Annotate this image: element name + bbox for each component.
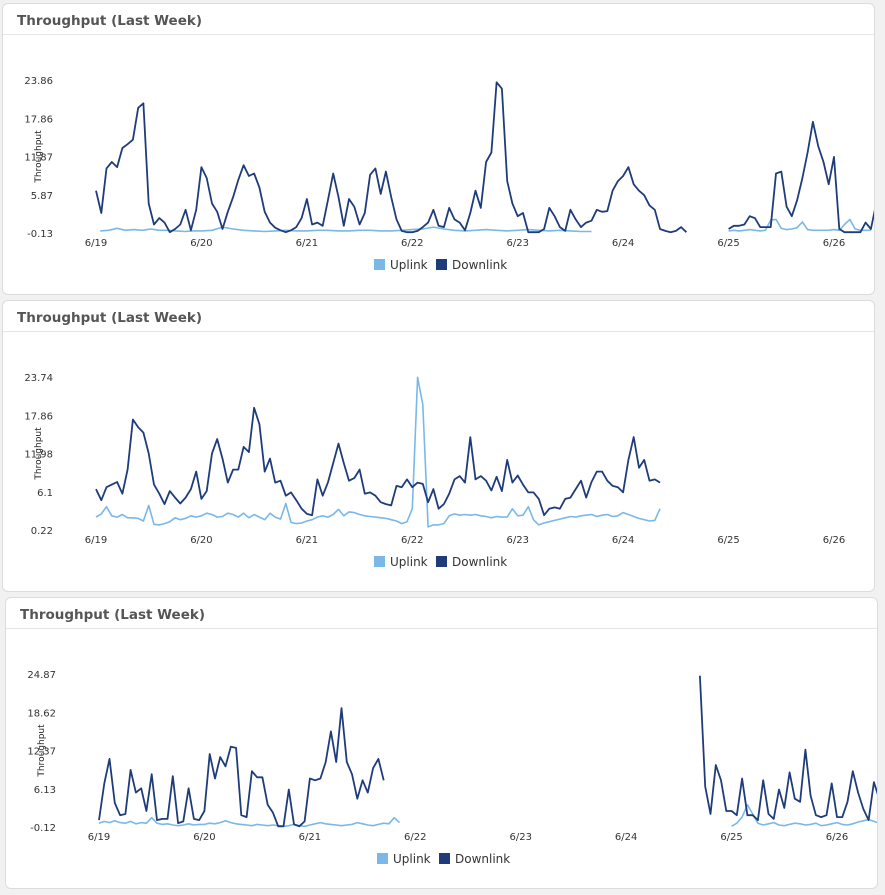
series-line-uplink: [731, 804, 877, 827]
legend-swatch-uplink: [374, 259, 385, 270]
throughput-chart-1: Throughput 23.86 17.86 11.87 5.87 -0.13 6/19 6/…: [24, 76, 874, 272]
legend-label-downlink[interactable]: Downlink: [452, 555, 507, 569]
legend-swatch-downlink: [439, 853, 450, 864]
series-line-downlink: [95, 81, 688, 234]
y-tick-label: 18.62: [27, 708, 56, 719]
y-tick-label: 23.86: [24, 76, 53, 87]
x-tick-label: 6/19: [85, 238, 107, 249]
legend-label-downlink[interactable]: Downlink: [455, 852, 510, 866]
legend-label-uplink[interactable]: Uplink: [390, 555, 428, 569]
x-tick-label: 6/22: [401, 535, 423, 546]
x-tick-label: 6/24: [612, 535, 634, 546]
legend-label-downlink[interactable]: Downlink: [452, 258, 507, 272]
y-tick-label: 24.87: [27, 670, 56, 681]
panel-header: Throughput (Last Week): [6, 598, 877, 629]
x-tick-label: 6/26: [823, 238, 845, 249]
x-tick-label: 6/23: [506, 238, 528, 249]
y-axis-label: Throughput: [34, 427, 44, 481]
y-tick-label: 23.74: [24, 373, 53, 384]
y-tick-label: 11.98: [24, 450, 53, 461]
legend-swatch-uplink: [377, 853, 388, 864]
panel-title: Throughput (Last Week): [20, 607, 206, 623]
x-tick-label: 6/25: [717, 535, 739, 546]
legend-swatch-downlink: [436, 556, 447, 567]
y-tick-label: 5.87: [31, 191, 53, 202]
legend-label-uplink[interactable]: Uplink: [393, 852, 431, 866]
x-tick-label: 6/21: [299, 832, 321, 843]
series-line-downlink: [95, 406, 661, 517]
x-tick-label: 6/19: [85, 535, 107, 546]
panel-header: Throughput (Last Week): [3, 301, 874, 332]
y-tick-label: -0.13: [27, 229, 53, 240]
chart-panel-1: Throughput (Last Week) Throughput 23.86 17…: [2, 3, 875, 295]
series-line-uplink: [95, 376, 661, 528]
x-tick-label: 6/24: [612, 238, 634, 249]
panel-title: Throughput (Last Week): [17, 13, 203, 29]
x-tick-label: 6/20: [193, 832, 215, 843]
legend-label-uplink[interactable]: Uplink: [390, 258, 428, 272]
x-tick-label: 6/21: [296, 238, 318, 249]
panel-title: Throughput (Last Week): [17, 310, 203, 326]
x-tick-label: 6/22: [404, 832, 426, 843]
y-tick-label: 6.1: [37, 488, 53, 499]
series-line-uplink: [728, 218, 871, 232]
x-tick-label: 6/25: [717, 238, 739, 249]
legend-swatch-downlink: [436, 259, 447, 270]
legend-swatch-uplink: [374, 556, 385, 567]
y-tick-label: -0.12: [30, 823, 56, 834]
x-tick-label: 6/20: [190, 535, 212, 546]
x-tick-label: 6/23: [509, 832, 531, 843]
throughput-chart-3: Throughput 24.87 18.62 12.37 6.13 -0.12 6/19 6/…: [27, 670, 877, 866]
x-tick-label: 6/24: [615, 832, 637, 843]
y-tick-label: 6.13: [34, 785, 56, 796]
y-tick-label: 17.86: [24, 411, 53, 422]
series-line-downlink: [98, 707, 385, 828]
series-line-downlink: [699, 675, 877, 822]
throughput-chart-2: Throughput 23.74 17.86 11.98 6.1 0.22 6/19 6/20…: [24, 373, 845, 569]
chart-panel-2: Throughput (Last Week) Throughput 23.74 17…: [2, 300, 875, 592]
y-tick-label: 0.22: [31, 526, 53, 537]
chart-panel-3: Throughput (Last Week) Throughput 24.87 18…: [5, 597, 878, 889]
y-tick-label: 12.37: [27, 747, 56, 758]
panel-header: Throughput (Last Week): [3, 4, 874, 35]
x-tick-label: 6/21: [296, 535, 318, 546]
y-tick-label: 17.86: [24, 114, 53, 125]
y-tick-label: 11.87: [24, 153, 53, 164]
x-tick-label: 6/19: [88, 832, 110, 843]
series-line-downlink: [728, 120, 874, 234]
x-tick-label: 6/26: [826, 832, 848, 843]
series-line-uplink: [98, 816, 401, 828]
x-tick-label: 6/20: [190, 238, 212, 249]
x-tick-label: 6/22: [401, 238, 423, 249]
x-tick-label: 6/23: [506, 535, 528, 546]
y-axis-label: Throughput: [34, 130, 44, 184]
y-axis-label: Throughput: [37, 724, 47, 778]
x-tick-label: 6/26: [823, 535, 845, 546]
x-tick-label: 6/25: [720, 832, 742, 843]
